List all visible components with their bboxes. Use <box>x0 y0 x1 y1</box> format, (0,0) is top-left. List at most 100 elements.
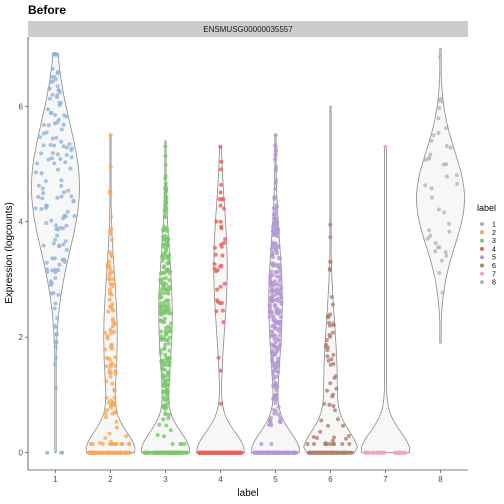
legend-key-5 <box>480 255 484 260</box>
data-point <box>271 384 276 388</box>
data-point <box>218 203 223 208</box>
data-point <box>167 348 172 353</box>
data-point <box>109 331 114 336</box>
data-point <box>107 273 112 278</box>
legend-label: 5 <box>492 255 496 262</box>
data-point <box>108 165 113 170</box>
data-point <box>93 450 98 455</box>
data-point <box>323 450 328 455</box>
data-point <box>276 230 281 234</box>
data-point <box>219 226 224 231</box>
data-point <box>106 356 111 361</box>
data-point <box>158 290 163 295</box>
data-point <box>163 153 168 158</box>
data-point <box>425 236 430 241</box>
data-point <box>218 167 223 172</box>
data-point <box>327 442 332 446</box>
data-point <box>222 206 226 211</box>
data-point <box>110 411 115 416</box>
data-point <box>61 144 66 149</box>
data-point <box>324 442 329 446</box>
data-point <box>269 299 274 304</box>
data-point <box>327 333 332 337</box>
data-point <box>111 277 116 282</box>
data-point <box>276 405 281 409</box>
data-point <box>144 450 149 455</box>
data-point <box>330 330 335 335</box>
data-point <box>428 233 433 238</box>
data-point <box>45 450 50 455</box>
data-point <box>216 355 221 360</box>
data-point <box>59 178 64 183</box>
data-point <box>52 306 57 311</box>
data-point <box>53 386 58 391</box>
data-point <box>107 431 112 436</box>
y-ticks: 0 2 4 6 <box>19 102 28 458</box>
data-point <box>270 240 275 245</box>
data-point <box>444 253 449 258</box>
data-point <box>162 291 166 296</box>
data-point <box>162 311 167 316</box>
data-point <box>163 304 168 309</box>
data-point <box>41 191 46 196</box>
data-point <box>88 450 93 455</box>
data-point <box>324 342 329 347</box>
data-point <box>274 164 278 169</box>
data-point <box>213 252 218 257</box>
data-point <box>33 170 38 175</box>
data-point <box>52 121 57 126</box>
data-point <box>212 262 217 266</box>
data-point <box>108 374 113 379</box>
data-point <box>278 308 283 313</box>
data-point <box>310 450 315 455</box>
data-point <box>184 450 189 455</box>
data-point <box>268 272 273 277</box>
data-point <box>162 378 167 383</box>
data-point <box>113 363 118 368</box>
data-point <box>443 250 448 255</box>
facet-strip-label: ENSMUSG00000035557 <box>203 25 293 34</box>
data-point <box>342 450 347 455</box>
data-point <box>103 347 108 352</box>
data-point <box>55 195 60 200</box>
data-point <box>111 319 116 324</box>
data-point <box>59 183 64 188</box>
data-point <box>273 157 278 162</box>
violin-8 <box>416 48 465 344</box>
data-point <box>51 151 55 155</box>
x-tick-label: 6 <box>328 475 333 484</box>
data-point <box>269 289 274 294</box>
x-tick-label: 2 <box>108 475 113 484</box>
violin-7 <box>360 146 411 454</box>
data-point <box>44 221 49 226</box>
data-point <box>311 435 316 439</box>
data-point <box>159 359 164 364</box>
data-point <box>454 173 459 178</box>
data-point <box>270 282 275 287</box>
data-point <box>166 450 171 455</box>
data-point <box>165 267 170 272</box>
data-point <box>62 190 67 195</box>
data-point <box>163 329 168 334</box>
data-point <box>170 450 175 455</box>
data-point <box>271 396 276 401</box>
data-point <box>54 332 59 337</box>
data-point <box>219 244 224 249</box>
data-point <box>181 450 185 455</box>
data-point <box>44 205 49 210</box>
data-point <box>107 450 112 455</box>
data-point <box>59 139 64 144</box>
data-point <box>328 381 333 386</box>
data-point <box>105 336 110 341</box>
data-point <box>212 266 217 271</box>
y-tick-label: 2 <box>19 333 24 342</box>
data-point <box>427 228 431 233</box>
data-point <box>164 405 169 410</box>
data-point <box>58 157 63 161</box>
data-point <box>436 131 441 135</box>
data-point <box>273 246 278 250</box>
data-point <box>332 450 337 455</box>
data-point <box>219 182 224 187</box>
data-point <box>223 237 228 242</box>
data-point <box>166 373 171 378</box>
